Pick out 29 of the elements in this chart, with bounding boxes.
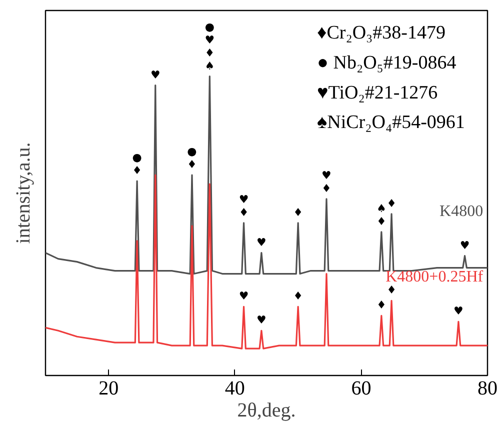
annotation: ♦ <box>376 298 386 312</box>
annotation: ● ♥ ♦ ♠ <box>204 20 215 72</box>
annotation: ● ♦ <box>187 145 197 172</box>
text: ♦Cr₂O₃#38-1479 <box>317 22 446 44</box>
y-axis-title: intensity,a.u. <box>12 142 34 244</box>
x-axis-title: 2θ,deg. <box>237 400 296 422</box>
annotation: ♥TiO₂#21-1276 <box>317 82 438 104</box>
x-tick-label: 20 <box>98 378 119 400</box>
annotation: ♥ ♦ <box>238 192 249 219</box>
text: K4800 <box>440 202 484 220</box>
annotation: ♥ <box>256 236 266 249</box>
annotation: ♥ ♦ <box>322 168 332 195</box>
annotation: ♦ <box>293 206 304 219</box>
annotation: ♥ <box>238 290 249 303</box>
x-tick-label: 40 <box>224 378 245 400</box>
x-tick-label: 60 <box>351 378 372 400</box>
text: ● Nb₂O₅#19-0864 <box>317 52 457 74</box>
annotation: ♥ <box>454 304 464 318</box>
annotation: ♥ <box>256 314 266 327</box>
annotation: ♠ ♦ <box>376 202 386 228</box>
annotation: ♥ <box>150 68 160 82</box>
series-label: K4800+0.25Hf <box>386 268 484 286</box>
annotation: ♦ <box>293 290 304 303</box>
annotation: ♠NiCr₂O₄#54-0961 <box>317 112 465 134</box>
annotation: ♦ <box>386 284 396 297</box>
annotation: ♦ <box>386 196 396 210</box>
x-tick-label: 80 <box>478 378 498 400</box>
annotation: ♥ <box>460 238 470 252</box>
annotation: ● ♦ <box>132 151 142 178</box>
